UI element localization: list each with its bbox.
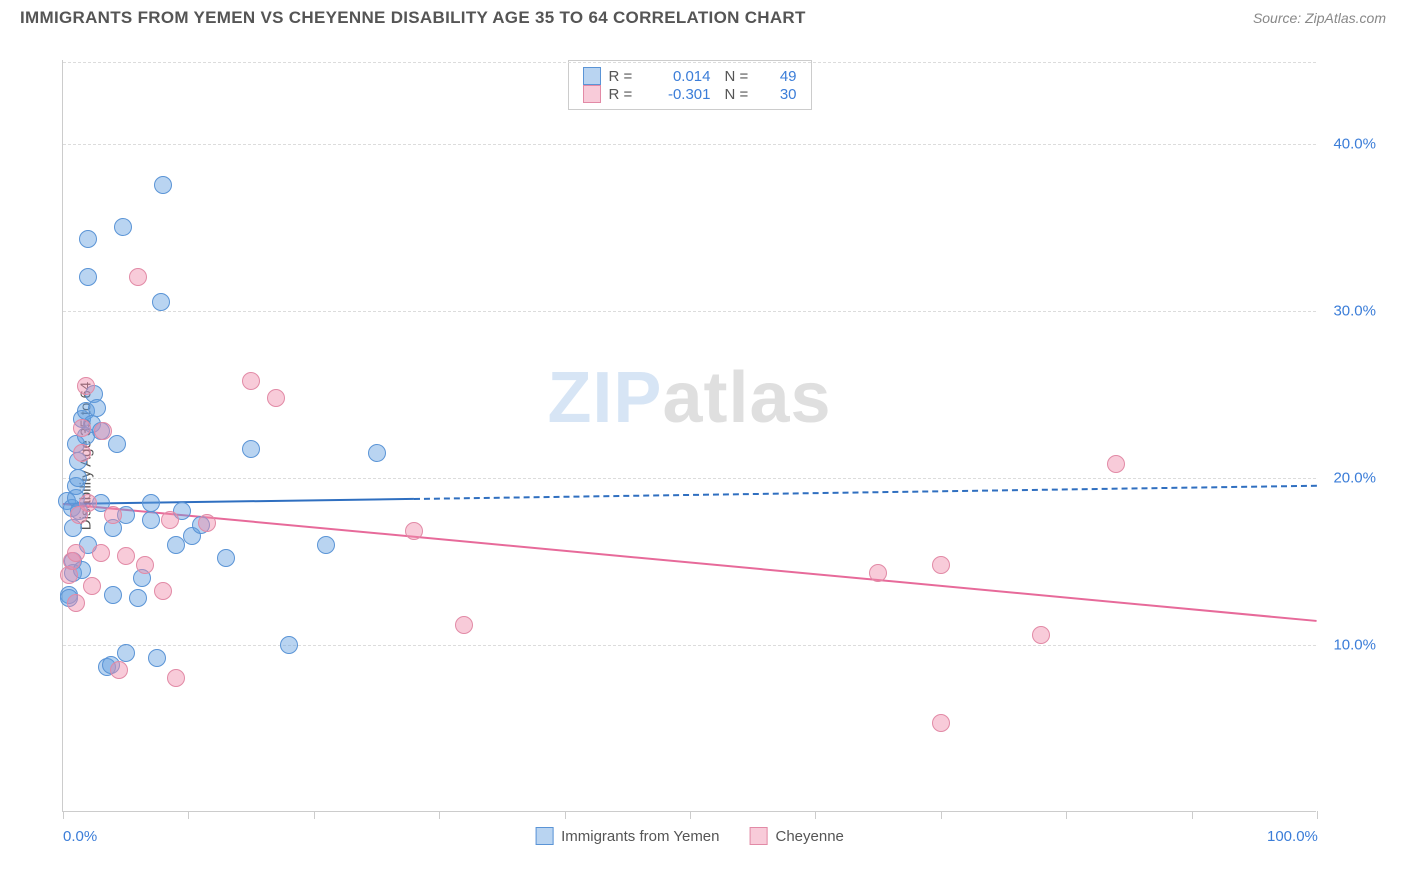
legend-label: Cheyenne (776, 828, 844, 845)
data-point-cheyenne (198, 514, 216, 532)
x-tick (63, 811, 64, 819)
data-point-cheyenne (869, 564, 887, 582)
x-tick (690, 811, 691, 819)
data-point-cheyenne (267, 389, 285, 407)
x-tick (1192, 811, 1193, 819)
legend-label: Immigrants from Yemen (561, 828, 719, 845)
x-tick (565, 811, 566, 819)
legend-swatch-icon (583, 85, 601, 103)
x-tick (439, 811, 440, 819)
correlation-legend: R = 0.014 N = 49 R = -0.301 N = 30 (568, 60, 812, 110)
legend-item-yemen: Immigrants from Yemen (535, 827, 719, 845)
data-point-cheyenne (242, 372, 260, 390)
data-point-cheyenne (405, 522, 423, 540)
gridline (63, 645, 1316, 646)
data-point-yemen (129, 589, 147, 607)
n-value: 49 (767, 68, 797, 85)
data-point-cheyenne (110, 661, 128, 679)
data-point-cheyenne (73, 444, 91, 462)
data-point-cheyenne (161, 511, 179, 529)
x-tick (314, 811, 315, 819)
data-point-cheyenne (932, 714, 950, 732)
data-point-yemen (280, 636, 298, 654)
trend-line-yemen-dashed (414, 484, 1317, 499)
data-point-yemen (114, 218, 132, 236)
data-point-cheyenne (67, 544, 85, 562)
gridline (63, 144, 1316, 145)
y-tick-label: 10.0% (1333, 636, 1376, 653)
data-point-cheyenne (104, 506, 122, 524)
legend-swatch-icon (535, 827, 553, 845)
data-point-yemen (242, 440, 260, 458)
data-point-yemen (88, 399, 106, 417)
data-point-cheyenne (73, 419, 91, 437)
data-point-cheyenne (77, 377, 95, 395)
gridline (63, 62, 1316, 63)
data-point-cheyenne (136, 556, 154, 574)
data-point-cheyenne (167, 669, 185, 687)
data-point-cheyenne (1032, 626, 1050, 644)
data-point-yemen (104, 586, 122, 604)
data-point-cheyenne (1107, 455, 1125, 473)
r-label: R = (609, 86, 643, 103)
data-point-yemen (108, 435, 126, 453)
y-tick-label: 40.0% (1333, 135, 1376, 152)
legend-row-cheyenne: R = -0.301 N = 30 (583, 85, 797, 103)
r-value: 0.014 (651, 68, 711, 85)
chart-container: Disability Age 35 to 64 ZIPatlas R =0.01… (20, 40, 1386, 872)
plot-area: ZIPatlas R =0.014N =49R =-0.301N =30 Imm… (62, 60, 1316, 812)
data-point-cheyenne (79, 494, 97, 512)
data-point-yemen (152, 293, 170, 311)
r-label: R = (609, 68, 643, 85)
gridline (63, 311, 1316, 312)
x-tick (941, 811, 942, 819)
data-point-cheyenne (92, 544, 110, 562)
trend-line-cheyenne (63, 503, 1317, 622)
data-point-yemen (217, 549, 235, 567)
source-attribution: Source: ZipAtlas.com (1253, 10, 1386, 26)
n-label: N = (725, 68, 759, 85)
legend-item-cheyenne: Cheyenne (750, 827, 844, 845)
series-legend: Immigrants from Yemen Cheyenne (535, 827, 844, 845)
data-point-yemen (117, 644, 135, 662)
x-tick (815, 811, 816, 819)
watermark: ZIPatlas (547, 357, 831, 439)
data-point-yemen (167, 536, 185, 554)
data-point-cheyenne (154, 582, 172, 600)
data-point-cheyenne (117, 547, 135, 565)
y-tick-label: 20.0% (1333, 469, 1376, 486)
data-point-cheyenne (83, 577, 101, 595)
data-point-yemen (69, 469, 87, 487)
data-point-cheyenne (129, 268, 147, 286)
r-value: -0.301 (651, 86, 711, 103)
x-tick (1317, 811, 1318, 819)
n-label: N = (725, 86, 759, 103)
data-point-yemen (317, 536, 335, 554)
legend-row-yemen: R = 0.014 N = 49 (583, 67, 797, 85)
trend-line-yemen (63, 498, 414, 505)
x-tick (188, 811, 189, 819)
data-point-cheyenne (932, 556, 950, 574)
data-point-cheyenne (67, 594, 85, 612)
data-point-yemen (142, 511, 160, 529)
legend-swatch-icon (750, 827, 768, 845)
data-point-yemen (79, 268, 97, 286)
data-point-yemen (154, 176, 172, 194)
data-point-cheyenne (455, 616, 473, 634)
data-point-yemen (79, 230, 97, 248)
data-point-yemen (142, 494, 160, 512)
chart-title: IMMIGRANTS FROM YEMEN VS CHEYENNE DISABI… (20, 8, 806, 28)
x-tick-label: 0.0% (63, 828, 97, 845)
x-tick-label: 100.0% (1267, 828, 1318, 845)
legend-swatch-icon (583, 67, 601, 85)
gridline (63, 478, 1316, 479)
data-point-cheyenne (94, 422, 112, 440)
x-tick (1066, 811, 1067, 819)
n-value: 30 (767, 86, 797, 103)
data-point-yemen (148, 649, 166, 667)
y-tick-label: 30.0% (1333, 302, 1376, 319)
data-point-yemen (368, 444, 386, 462)
